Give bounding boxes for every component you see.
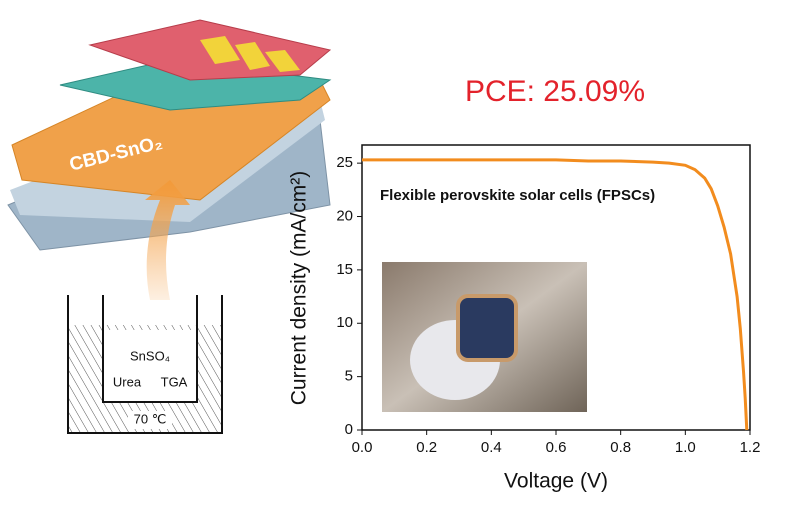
electrode (235, 42, 270, 70)
inner-wall (102, 295, 198, 403)
label-box (128, 411, 172, 429)
inner-beaker (103, 330, 197, 402)
beaker: SnSO₄ Urea TGA 70 ℃ (67, 295, 223, 434)
y-tick-label: 25 (336, 154, 353, 171)
reagent-label: Urea (113, 374, 142, 389)
x-tick-label: 1.0 (675, 439, 696, 456)
arrow (145, 180, 190, 300)
y-tick-label: 5 (345, 368, 353, 385)
jv-curve (362, 158, 749, 431)
electrode (265, 50, 300, 72)
y-axis-label: Current density (mA/cm²) (288, 171, 311, 406)
x-tick-label: 0.4 (481, 439, 502, 456)
y-tick-label: 15 (336, 261, 353, 278)
film-illustration: CBD-SnO₂ (7, 19, 332, 300)
x-tick-label: 1.2 (740, 439, 761, 456)
y-tick-label: 10 (336, 314, 353, 331)
outer-wall (67, 295, 223, 434)
x-tick-label: 0.0 (352, 439, 373, 456)
y-tick-label: 20 (336, 207, 353, 224)
x-tick-label: 0.8 (610, 439, 631, 456)
y-tick-label: 0 (345, 421, 353, 438)
solution-label: SnSO₄ (130, 348, 170, 363)
reagent-label: TGA (161, 374, 188, 389)
electrode (200, 36, 240, 64)
temperature-label: 70 ℃ (134, 411, 167, 426)
subtitle: Flexible perovskite solar cells (FPSCs) (380, 187, 655, 204)
x-tick-label: 0.6 (546, 439, 567, 456)
x-tick-label: 0.2 (416, 439, 437, 456)
x-axis-label: Voltage (V) (504, 470, 608, 493)
pce-annotation: PCE: 25.09% (465, 75, 645, 108)
flexible-device (456, 294, 518, 362)
